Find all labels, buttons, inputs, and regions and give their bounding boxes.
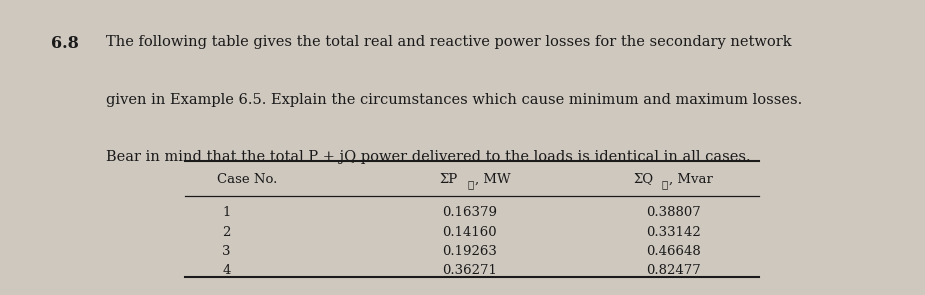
- Text: , MW: , MW: [475, 173, 511, 186]
- Text: 2: 2: [222, 226, 231, 239]
- Text: Case No.: Case No.: [217, 173, 278, 186]
- Text: ΣP: ΣP: [439, 173, 458, 186]
- Text: The following table gives the total real and reactive power losses for the secon: The following table gives the total real…: [106, 35, 792, 49]
- Text: 0.33142: 0.33142: [646, 226, 701, 239]
- Text: 0.38807: 0.38807: [646, 206, 701, 219]
- Text: , Mvar: , Mvar: [669, 173, 712, 186]
- Text: 0.16379: 0.16379: [442, 206, 498, 219]
- Text: 4: 4: [222, 264, 231, 277]
- Text: 0.46648: 0.46648: [646, 245, 701, 258]
- Text: Bear in mind that the total P + jQ power delivered to the loads is identical in : Bear in mind that the total P + jQ power…: [106, 150, 751, 164]
- Text: 0.14160: 0.14160: [442, 226, 498, 239]
- Text: 0.36271: 0.36271: [442, 264, 498, 277]
- Text: given in Example 6.5. Explain the circumstances which cause minimum and maximum : given in Example 6.5. Explain the circum…: [106, 93, 803, 107]
- Text: ΣQ: ΣQ: [634, 173, 654, 186]
- Text: 6.8: 6.8: [51, 35, 79, 53]
- Text: 1: 1: [222, 206, 231, 219]
- Text: 0.19263: 0.19263: [442, 245, 498, 258]
- Text: 3: 3: [222, 245, 231, 258]
- Text: 0.82477: 0.82477: [646, 264, 701, 277]
- Text: ℓ: ℓ: [467, 180, 474, 189]
- Text: ℓ: ℓ: [661, 180, 668, 189]
